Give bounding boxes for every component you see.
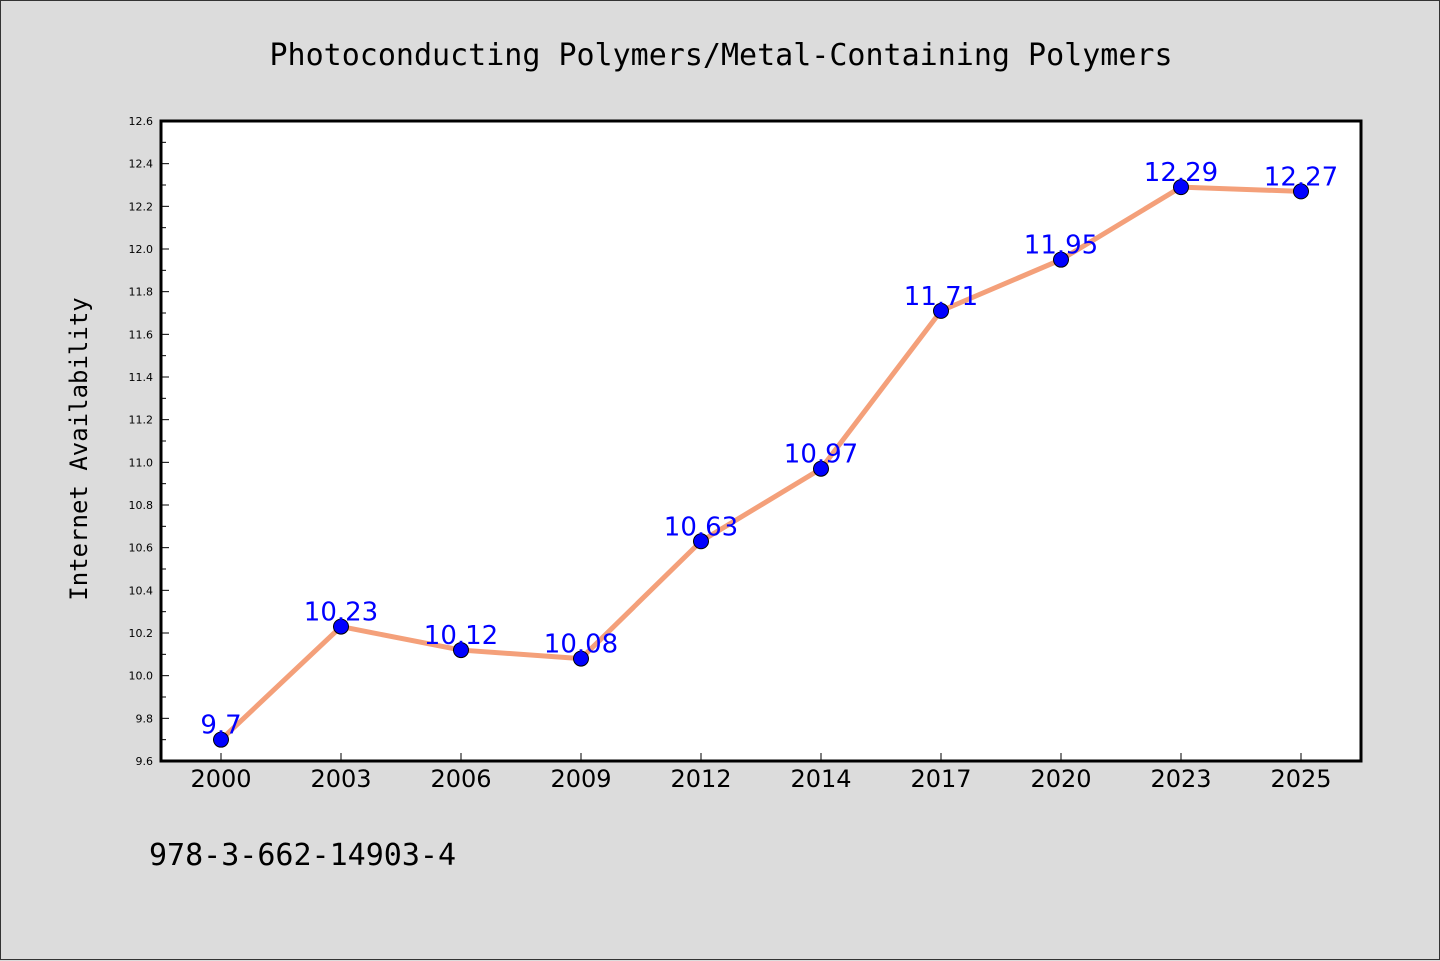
y-axis-ticks: 9.6 9.8 10.0 10.2 10.4 10.6 10.8 11.0 11.2 11.4 11… (129, 115, 169, 768)
data-label: 10.12 (424, 621, 498, 651)
data-label: 10.63 (664, 512, 738, 542)
x-tick-label: 2006 (430, 765, 491, 793)
data-label: 12.29 (1144, 158, 1218, 188)
data-point (453, 642, 469, 659)
data-point (573, 650, 589, 667)
x-tick-label: 2009 (550, 765, 611, 793)
x-tick-label: 2023 (1150, 765, 1211, 793)
y-tick-label: 12.2 (129, 200, 154, 213)
y-tick-label: 12.4 (129, 158, 154, 171)
series-group: 9.7 10.23 10.12 10.08 10.63 10.97 11.71 11.95 12… (200, 158, 1338, 748)
data-point (1173, 179, 1189, 196)
data-point (333, 618, 349, 635)
data-point (693, 533, 709, 550)
data-label: 11.95 (1024, 231, 1098, 261)
x-tick-label: 2020 (1030, 765, 1091, 793)
y-tick-label: 9.8 (136, 712, 154, 725)
data-label: 11.71 (904, 282, 978, 312)
data-label: 10.23 (304, 598, 378, 628)
plot-area (159, 119, 1363, 763)
data-point (213, 731, 229, 748)
y-tick-label: 11.6 (129, 328, 154, 341)
y-tick-label: 10.6 (129, 542, 154, 555)
x-axis-ticks: 2000 2003 2006 2009 2012 2014 2017 2020 2023 2025 (190, 753, 1332, 793)
data-point (933, 302, 949, 319)
footnote-isbn: 978-3-662-14903-4 (149, 838, 456, 873)
data-label: 10.08 (544, 630, 618, 660)
x-tick-label: 2012 (670, 765, 731, 793)
data-label: 9.7 (200, 711, 241, 741)
y-tick-label: 10.4 (129, 584, 154, 597)
y-tick-label: 11.2 (129, 414, 154, 427)
y-tick-label: 9.6 (136, 755, 154, 768)
y-axis-label: Internet Availability (65, 297, 93, 600)
y-tick-label: 11.0 (129, 456, 154, 469)
data-label: 10.97 (784, 440, 858, 470)
y-tick-label: 10.2 (129, 627, 154, 640)
x-tick-label: 2000 (190, 765, 251, 793)
x-tick-label: 2014 (790, 765, 851, 793)
x-tick-label: 2017 (910, 765, 971, 793)
y-tick-label: 10.0 (129, 670, 154, 683)
data-point (813, 460, 829, 477)
y-tick-label: 11.4 (129, 371, 154, 384)
data-label: 12.27 (1264, 162, 1338, 192)
y-tick-label: 10.8 (129, 499, 154, 512)
y-tick-label: 11.8 (129, 286, 154, 299)
series-line (218, 184, 1304, 743)
x-tick-label: 2025 (1270, 765, 1331, 793)
x-tick-label: 2003 (310, 765, 371, 793)
y-tick-label: 12.0 (129, 243, 154, 256)
data-point (1053, 251, 1069, 268)
data-point (1293, 183, 1309, 200)
chart-title: Photoconducting Polymers/Metal-Containin… (269, 38, 1172, 73)
y-tick-label: 12.6 (129, 115, 154, 128)
